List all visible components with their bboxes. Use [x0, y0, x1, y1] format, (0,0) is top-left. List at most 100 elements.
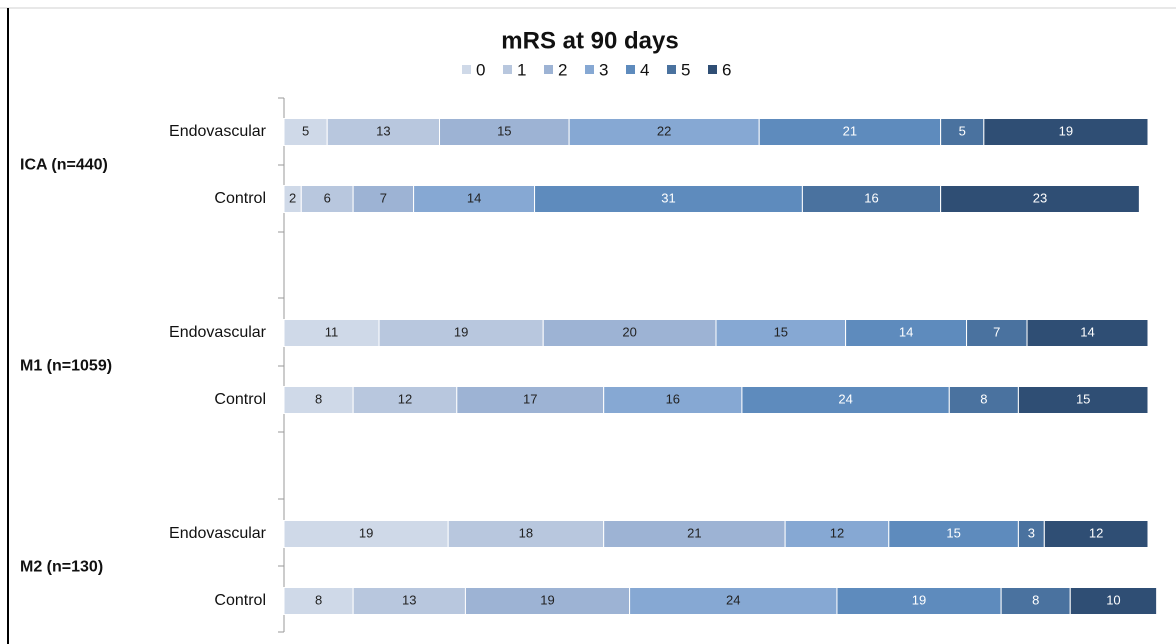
data-label: 24 [726, 592, 740, 607]
bar-segment [836, 587, 1002, 615]
bar-segment [283, 319, 380, 347]
data-label: 16 [864, 190, 878, 205]
legend-label: 3 [599, 60, 608, 79]
data-label: 14 [899, 324, 913, 339]
data-label: 5 [959, 123, 966, 138]
legend-label: 5 [681, 60, 690, 79]
bar-segment [603, 386, 743, 414]
bar-segment [456, 386, 605, 414]
bar-segment [283, 386, 354, 414]
data-label: 14 [467, 190, 481, 205]
bar-segment [1017, 520, 1045, 548]
bar-segment [534, 185, 803, 213]
data-label: 14 [1080, 324, 1094, 339]
data-label: 19 [1059, 123, 1073, 138]
bar-segment [983, 118, 1149, 146]
data-label: 8 [315, 592, 322, 607]
bar-segment [888, 520, 1019, 548]
bar-segment [1043, 520, 1149, 548]
data-label: 10 [1106, 592, 1120, 607]
bar-segment [283, 587, 354, 615]
bar-segment [966, 319, 1028, 347]
legend-swatch [462, 65, 471, 74]
data-label: 21 [843, 123, 857, 138]
bar-segment [439, 118, 570, 146]
bar-segment [283, 118, 328, 146]
data-label: 7 [993, 324, 1000, 339]
data-label: 23 [1033, 190, 1047, 205]
bar-segment [1017, 386, 1149, 414]
legend-label: 6 [722, 60, 731, 79]
data-label: 2 [289, 190, 296, 205]
bar-segment [629, 587, 838, 615]
data-label: 19 [359, 525, 373, 540]
data-label: 8 [315, 391, 322, 406]
group-label: M2 (n=130) [20, 559, 103, 576]
bar-segment [447, 520, 605, 548]
legend-label: 0 [476, 60, 485, 79]
data-label: 15 [497, 123, 511, 138]
bar-segment [715, 319, 847, 347]
data-label: 12 [830, 525, 844, 540]
data-label: 12 [398, 391, 412, 406]
data-label: 16 [666, 391, 680, 406]
group-label: M1 (n=1059) [20, 358, 112, 375]
bar-segment [568, 118, 760, 146]
bar-segment [464, 587, 631, 615]
legend-label: 2 [558, 60, 567, 79]
data-label: 8 [980, 391, 987, 406]
y-tick-label: Control [214, 190, 266, 207]
data-label: 11 [325, 324, 339, 339]
bar-segment [326, 118, 441, 146]
legend-label: 1 [517, 60, 526, 79]
data-label: 15 [774, 324, 788, 339]
data-label: 15 [1076, 391, 1090, 406]
data-label: 15 [946, 525, 960, 540]
legend-swatch [544, 65, 553, 74]
data-label: 8 [1032, 592, 1039, 607]
group-label: ICA (n=440) [20, 157, 108, 174]
y-tick-label: Control [214, 592, 266, 609]
bar-segment [940, 185, 1140, 213]
bar-segment [283, 520, 449, 548]
data-label: 18 [519, 525, 533, 540]
y-tick-label: Endovascular [169, 123, 267, 140]
y-tick-label: Endovascular [169, 324, 267, 341]
data-label: 31 [661, 190, 675, 205]
bar-segment [603, 520, 786, 548]
legend-swatch [585, 65, 594, 74]
data-label: 5 [302, 123, 309, 138]
bar-segment [758, 118, 942, 146]
legend-label: 4 [640, 60, 649, 79]
bar-segment [801, 185, 942, 213]
data-label: 6 [324, 190, 331, 205]
bar-segment [352, 185, 415, 213]
legend-swatch [626, 65, 635, 74]
data-label: 13 [402, 592, 416, 607]
data-label: 13 [376, 123, 390, 138]
data-label: 7 [380, 190, 387, 205]
data-label: 22 [657, 123, 671, 138]
data-label: 21 [687, 525, 701, 540]
legend-swatch [667, 65, 676, 74]
bar-segment [845, 319, 968, 347]
data-label: 19 [912, 592, 926, 607]
bar-segment [300, 185, 354, 213]
data-label: 3 [1028, 525, 1035, 540]
bar-segment [378, 319, 544, 347]
legend-swatch [708, 65, 717, 74]
data-label: 17 [523, 391, 537, 406]
data-label: 20 [622, 324, 636, 339]
data-label: 19 [540, 592, 554, 607]
chart-title: mRS at 90 days [501, 27, 678, 54]
data-label: 19 [454, 324, 468, 339]
bar-segment [1026, 319, 1149, 347]
y-tick-label: Control [214, 391, 266, 408]
bar-segment [1069, 587, 1158, 615]
legend-swatch [503, 65, 512, 74]
y-tick-label: Endovascular [169, 525, 267, 542]
bar-segment [352, 587, 466, 615]
data-label: 12 [1089, 525, 1103, 540]
data-label: 24 [838, 391, 852, 406]
